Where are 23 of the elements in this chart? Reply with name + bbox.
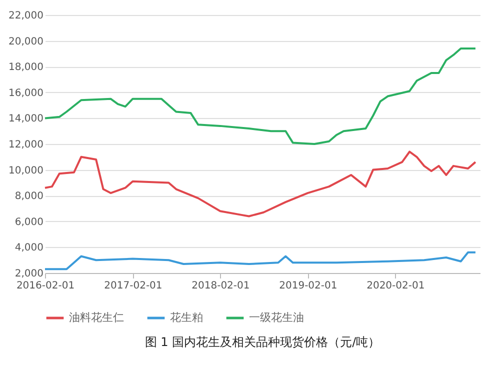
- x-tick-label: 2016-02-01: [16, 280, 75, 292]
- y-tick-label: 6,000: [14, 216, 44, 228]
- caption: 图 1 国内花生及相关品种现货价格（元/吨）: [144, 335, 380, 349]
- x-tick-label: 2019-02-01: [279, 280, 338, 292]
- x-tick-label: 2020-02-01: [366, 280, 425, 292]
- y-tick-label: 20,000: [8, 36, 44, 48]
- y-tick-label: 8,000: [14, 191, 44, 202]
- y-tick-label: 4,000: [14, 242, 44, 254]
- y-tick-label: 2,000: [14, 268, 44, 280]
- line-series: [44, 150, 476, 218]
- y-tick-label: 22,000: [8, 10, 44, 22]
- x-tick-label: 2018-02-01: [192, 280, 250, 292]
- y-tick-label: 10,000: [8, 165, 44, 176]
- y-tick-label: 18,000: [8, 62, 44, 74]
- y-tick-label: 14,000: [8, 114, 44, 125]
- line-series: [44, 251, 476, 270]
- line-series: [44, 48, 476, 145]
- x-tick-label: 2017-02-01: [104, 280, 162, 292]
- legend-label: 一级花生油: [249, 311, 304, 324]
- legend-label: 花生粕: [170, 311, 203, 324]
- y-tick-label: 16,000: [8, 88, 44, 99]
- legend-label: 油料花生仁: [69, 311, 124, 324]
- y-tick-label: 12,000: [8, 140, 44, 150]
